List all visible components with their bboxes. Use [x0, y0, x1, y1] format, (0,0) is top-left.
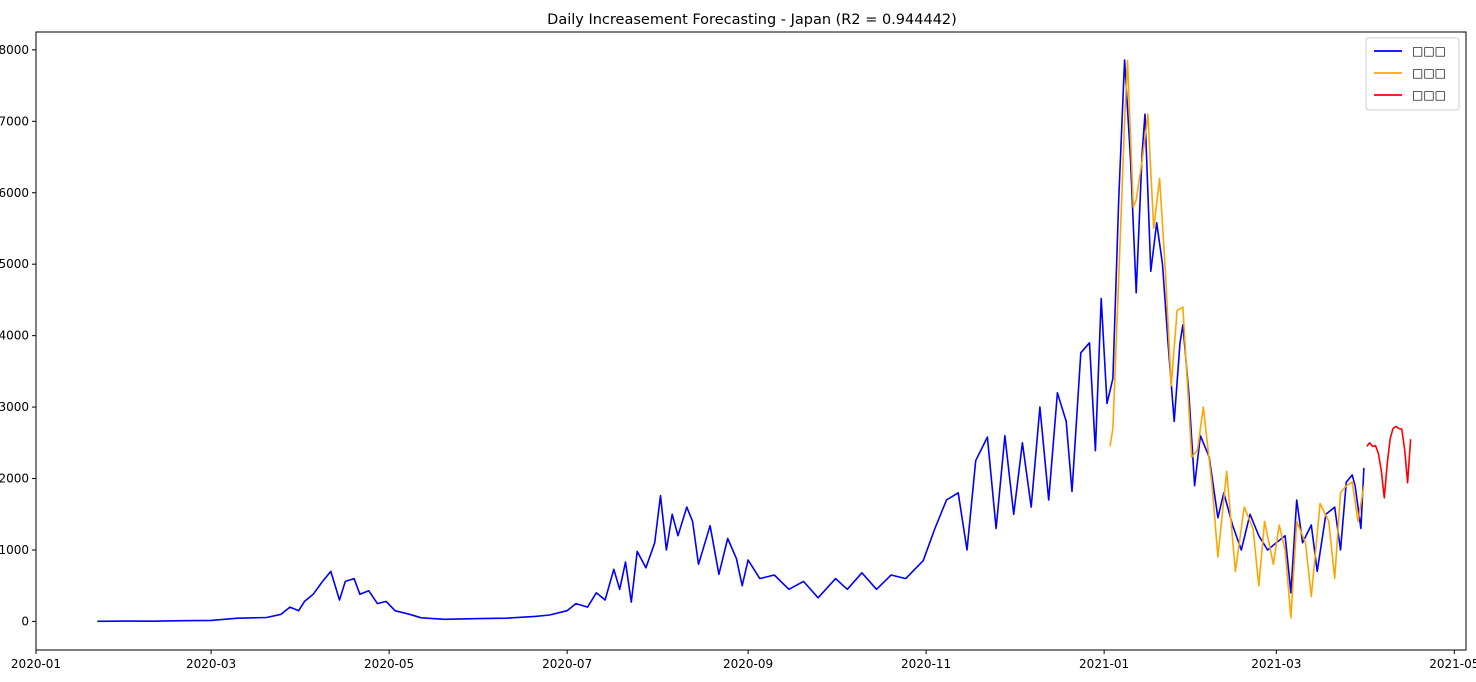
x-tick-label: 2020-11	[901, 657, 951, 671]
x-tick-label: 2020-05	[364, 657, 414, 671]
chart-title: Daily Increasement Forecasting - Japan (…	[547, 12, 957, 28]
legend: □□□ □□□ □□□	[1365, 37, 1460, 111]
x-tick-label: 2020-09	[723, 657, 773, 671]
plot-area: 2020-01 2020-03 2020-05 2020-07 2020-09 2020-…	[0, 31, 1476, 671]
series-line-0	[97, 59, 1365, 623]
y-tick-label: 4000	[0, 329, 29, 343]
series-line-1	[1109, 59, 1365, 619]
x-tick-label: 2021-01	[1079, 657, 1129, 671]
y-tick-label: 3000	[0, 400, 29, 414]
y-axis: 0 1000 2000 3000 4000 5000 6000 7000 8000	[0, 43, 36, 628]
series-layer	[97, 59, 1412, 623]
y-tick-label: 1000	[0, 543, 29, 557]
x-tick-label: 2020-07	[542, 657, 592, 671]
y-tick-label: 0	[21, 614, 29, 628]
x-tick-label: 2020-03	[186, 657, 236, 671]
legend-label: □□□	[1412, 66, 1446, 80]
y-tick-label: 6000	[0, 186, 29, 200]
plot-frame	[35, 31, 1467, 651]
x-axis: 2020-01 2020-03 2020-05 2020-07 2020-09 2020-…	[11, 650, 1476, 671]
y-tick-label: 2000	[0, 472, 29, 486]
y-tick-label: 7000	[0, 114, 29, 128]
y-tick-label: 8000	[0, 43, 29, 57]
legend-label: □□□	[1412, 88, 1446, 102]
legend-label: □□□	[1412, 44, 1446, 58]
x-tick-label: 2021-03	[1251, 657, 1301, 671]
x-tick-label: 2021-05	[1429, 657, 1476, 671]
legend-box	[1365, 37, 1460, 111]
x-tick-label: 2020-01	[11, 657, 61, 671]
series-line-2	[1366, 425, 1412, 499]
y-tick-label: 5000	[0, 257, 29, 271]
